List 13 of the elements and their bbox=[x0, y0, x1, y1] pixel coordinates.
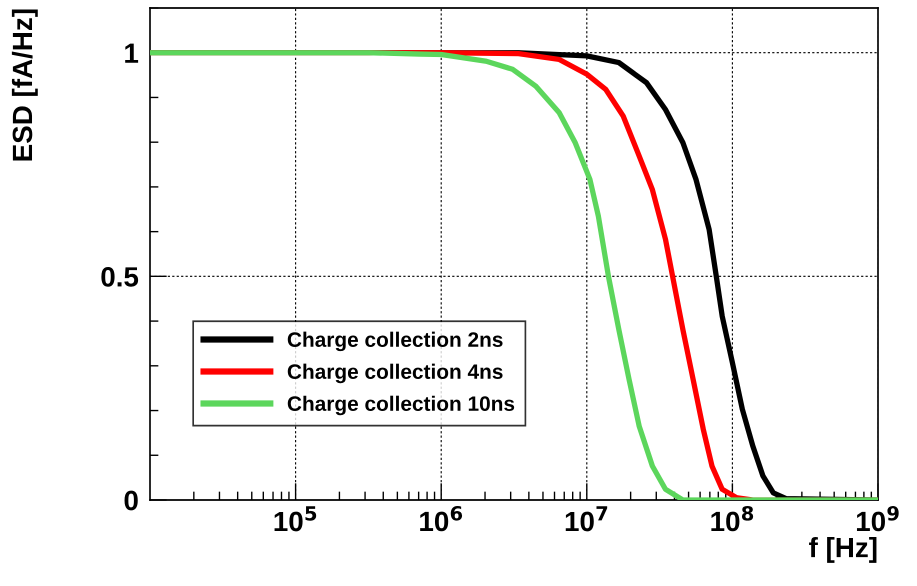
y-tick-label: 0 bbox=[124, 490, 138, 510]
legend-label: Charge collection 2ns bbox=[288, 332, 503, 352]
legend-label: Charge collection 4ns bbox=[288, 364, 503, 384]
y-axis-title: ESD [fA/Hz] bbox=[12, 10, 38, 160]
x-tick-label: 10$^{6}$ bbox=[420, 506, 462, 532]
x-axis-title: f [Hz] bbox=[809, 537, 876, 563]
x-tick-label: 10$^{9}$ bbox=[856, 506, 899, 532]
y-tick-label: 0.5 bbox=[101, 267, 138, 287]
legend-label: Charge collection 10ns bbox=[288, 396, 514, 416]
x-tick-label: 10$^{5}$ bbox=[274, 506, 316, 532]
x-tick-label: 10$^{7}$ bbox=[566, 506, 608, 532]
x-tick-label: 10$^{8}$ bbox=[711, 506, 754, 532]
y-tick-label: 1 bbox=[125, 44, 138, 63]
